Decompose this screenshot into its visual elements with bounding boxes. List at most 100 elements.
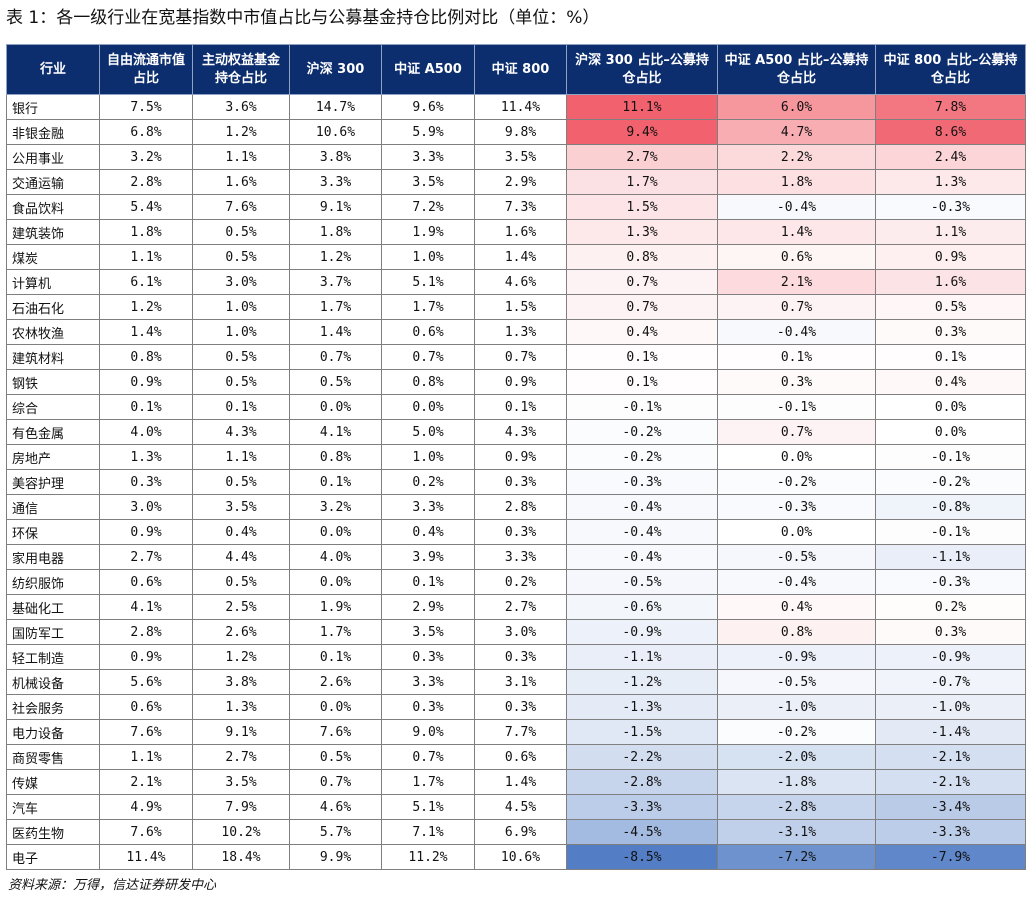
industry-cell: 环保 bbox=[6, 519, 100, 545]
csi800-diff-cell: -1.1% bbox=[875, 544, 1026, 570]
free-float-share-cell: 2.8% bbox=[99, 169, 193, 195]
industry-cell: 煤炭 bbox=[6, 244, 100, 270]
csi-a500-diff-cell: 2.2% bbox=[717, 144, 876, 170]
csi-a500-diff-cell: -3.1% bbox=[717, 819, 876, 845]
csi300-diff-cell: -0.4% bbox=[566, 494, 718, 520]
csi-a500-cell: 0.7% bbox=[381, 344, 475, 370]
csi-a500-diff-cell: 2.1% bbox=[717, 269, 876, 295]
free-float-share-cell: 0.9% bbox=[99, 519, 193, 545]
csi800-cell: 2.8% bbox=[474, 494, 567, 520]
active-fund-holding-cell: 3.5% bbox=[192, 494, 290, 520]
free-float-share-cell: 3.0% bbox=[99, 494, 193, 520]
table-row: 社会服务 0.6% 1.3% 0.0% 0.3% 0.3% -1.3% -1.0% -1.0% bbox=[6, 694, 1026, 720]
csi800-diff-cell: 0.3% bbox=[875, 319, 1026, 345]
industry-cell: 医药生物 bbox=[6, 819, 100, 845]
industry-cell: 社会服务 bbox=[6, 694, 100, 720]
csi300-diff-cell: -0.4% bbox=[566, 519, 718, 545]
csi300-cell: 3.2% bbox=[289, 494, 382, 520]
csi300-cell: 4.1% bbox=[289, 419, 382, 445]
header-csi300-diff: 沪深 300 占比–公募持仓占比 bbox=[566, 44, 718, 95]
csi800-cell: 4.6% bbox=[474, 269, 567, 295]
active-fund-holding-cell: 18.4% bbox=[192, 844, 290, 870]
table-row: 计算机 6.1% 3.0% 3.7% 5.1% 4.6% 0.7% 2.1% 1.6% bbox=[6, 269, 1026, 295]
header-csi-a500: 中证 A500 bbox=[381, 44, 475, 95]
csi800-diff-cell: 2.4% bbox=[875, 144, 1026, 170]
free-float-share-cell: 3.2% bbox=[99, 144, 193, 170]
csi300-cell: 4.6% bbox=[289, 794, 382, 820]
csi300-cell: 0.0% bbox=[289, 569, 382, 595]
free-float-share-cell: 4.0% bbox=[99, 419, 193, 445]
csi800-cell: 4.5% bbox=[474, 794, 567, 820]
active-fund-holding-cell: 2.7% bbox=[192, 744, 290, 770]
csi800-cell: 3.1% bbox=[474, 669, 567, 695]
csi-a500-diff-cell: 0.6% bbox=[717, 244, 876, 270]
free-float-share-cell: 0.9% bbox=[99, 369, 193, 395]
csi800-cell: 1.4% bbox=[474, 244, 567, 270]
table-row: 交通运输 2.8% 1.6% 3.3% 3.5% 2.9% 1.7% 1.8% 1.3% bbox=[6, 169, 1026, 195]
csi300-diff-cell: -1.3% bbox=[566, 694, 718, 720]
csi800-cell: 0.3% bbox=[474, 519, 567, 545]
csi-a500-diff-cell: -0.1% bbox=[717, 394, 876, 420]
table-row: 非银金融 6.8% 1.2% 10.6% 5.9% 9.8% 9.4% 4.7% 8.6% bbox=[6, 119, 1026, 145]
free-float-share-cell: 2.7% bbox=[99, 544, 193, 570]
active-fund-holding-cell: 3.6% bbox=[192, 94, 290, 120]
csi-a500-diff-cell: 0.0% bbox=[717, 519, 876, 545]
industry-cell: 建筑装饰 bbox=[6, 219, 100, 245]
csi-a500-diff-cell: 0.7% bbox=[717, 419, 876, 445]
csi800-diff-cell: 0.2% bbox=[875, 594, 1026, 620]
industry-cell: 综合 bbox=[6, 394, 100, 420]
industry-cell: 基础化工 bbox=[6, 594, 100, 620]
active-fund-holding-cell: 4.4% bbox=[192, 544, 290, 570]
csi800-diff-cell: -0.7% bbox=[875, 669, 1026, 695]
csi300-cell: 0.1% bbox=[289, 469, 382, 495]
csi800-cell: 0.3% bbox=[474, 469, 567, 495]
free-float-share-cell: 7.6% bbox=[99, 719, 193, 745]
csi-a500-diff-cell: -1.8% bbox=[717, 769, 876, 795]
active-fund-holding-cell: 3.8% bbox=[192, 669, 290, 695]
csi800-cell: 1.5% bbox=[474, 294, 567, 320]
csi300-cell: 0.7% bbox=[289, 344, 382, 370]
free-float-share-cell: 0.3% bbox=[99, 469, 193, 495]
free-float-share-cell: 0.9% bbox=[99, 644, 193, 670]
csi800-cell: 0.9% bbox=[474, 444, 567, 470]
header-csi-a500-diff: 中证 A500 占比–公募持仓占比 bbox=[717, 44, 876, 95]
free-float-share-cell: 2.8% bbox=[99, 619, 193, 645]
csi300-diff-cell: -0.5% bbox=[566, 569, 718, 595]
active-fund-holding-cell: 10.2% bbox=[192, 819, 290, 845]
industry-cell: 传媒 bbox=[6, 769, 100, 795]
csi300-diff-cell: -1.2% bbox=[566, 669, 718, 695]
csi300-cell: 1.2% bbox=[289, 244, 382, 270]
csi-a500-diff-cell: 0.0% bbox=[717, 444, 876, 470]
csi-a500-diff-cell: -0.5% bbox=[717, 669, 876, 695]
csi-a500-cell: 5.1% bbox=[381, 269, 475, 295]
csi800-diff-cell: 7.8% bbox=[875, 94, 1026, 120]
csi-a500-cell: 3.3% bbox=[381, 494, 475, 520]
active-fund-holding-cell: 7.6% bbox=[192, 194, 290, 220]
csi-a500-diff-cell: -0.9% bbox=[717, 644, 876, 670]
csi800-cell: 0.6% bbox=[474, 744, 567, 770]
csi300-diff-cell: 1.3% bbox=[566, 219, 718, 245]
header-row: 行业 自由流通市值占比 主动权益基金持仓占比 沪深 300 中证 A500 中证… bbox=[6, 44, 1026, 95]
csi800-diff-cell: -0.8% bbox=[875, 494, 1026, 520]
table-row: 建筑材料 0.8% 0.5% 0.7% 0.7% 0.7% 0.1% 0.1% 0.1% bbox=[6, 344, 1026, 370]
csi300-diff-cell: 1.7% bbox=[566, 169, 718, 195]
free-float-share-cell: 1.4% bbox=[99, 319, 193, 345]
free-float-share-cell: 6.1% bbox=[99, 269, 193, 295]
csi300-cell: 3.8% bbox=[289, 144, 382, 170]
csi300-cell: 1.7% bbox=[289, 294, 382, 320]
csi800-cell: 0.2% bbox=[474, 569, 567, 595]
csi800-diff-cell: 0.4% bbox=[875, 369, 1026, 395]
csi-a500-diff-cell: -0.2% bbox=[717, 469, 876, 495]
csi800-diff-cell: 0.5% bbox=[875, 294, 1026, 320]
table-row: 商贸零售 1.1% 2.7% 0.5% 0.7% 0.6% -2.2% -2.0% -2.1% bbox=[6, 744, 1026, 770]
csi300-diff-cell: -2.8% bbox=[566, 769, 718, 795]
csi-a500-cell: 0.7% bbox=[381, 744, 475, 770]
csi800-diff-cell: -2.1% bbox=[875, 744, 1026, 770]
active-fund-holding-cell: 0.5% bbox=[192, 344, 290, 370]
table-row: 有色金属 4.0% 4.3% 4.1% 5.0% 4.3% -0.2% 0.7% 0.0% bbox=[6, 419, 1026, 445]
csi-a500-diff-cell: -2.0% bbox=[717, 744, 876, 770]
industry-cell: 银行 bbox=[6, 94, 100, 120]
csi800-diff-cell: -1.4% bbox=[875, 719, 1026, 745]
csi800-diff-cell: 1.3% bbox=[875, 169, 1026, 195]
table-row: 食品饮料 5.4% 7.6% 9.1% 7.2% 7.3% 1.5% -0.4% -0.3% bbox=[6, 194, 1026, 220]
